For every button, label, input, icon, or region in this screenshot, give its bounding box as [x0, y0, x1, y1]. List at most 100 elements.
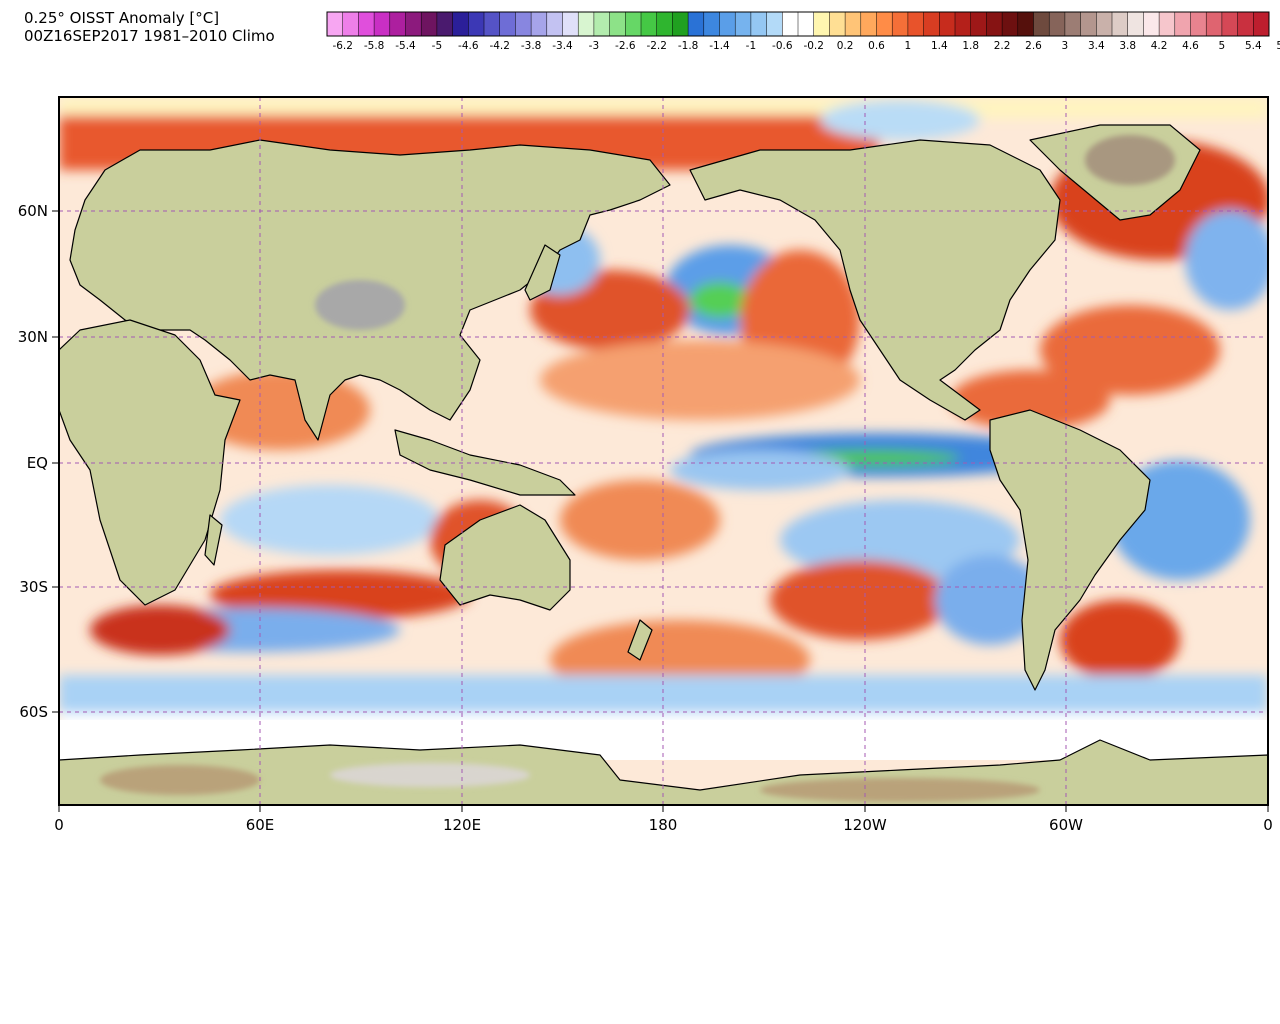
lon-label-120e: 120E — [443, 816, 481, 834]
colorbar-tick-label: -0.6 — [772, 40, 793, 52]
colorbar-tick-label: 5 — [1219, 40, 1226, 52]
colorbar-swatch — [405, 12, 422, 36]
lat-label-60n: 60N — [18, 202, 48, 220]
colorbar-swatch — [860, 12, 877, 36]
colorbar-swatch — [1253, 12, 1270, 36]
colorbar-tick-label: 0.2 — [837, 40, 854, 52]
colorbar-swatch — [342, 12, 359, 36]
colorbar-swatch — [546, 12, 563, 36]
colorbar-tick-label: -5 — [432, 40, 442, 52]
lat-label-eq: EQ — [27, 454, 48, 472]
colorbar-swatch — [358, 12, 375, 36]
colorbar-swatch — [813, 12, 830, 36]
colorbar-swatch — [1112, 12, 1129, 36]
anomaly-map: 60N 30N EQ 30S 60S 0 60E 120E 180 120W 6… — [18, 96, 1273, 834]
colorbar-swatch — [1002, 12, 1019, 36]
colorbar-swatch — [750, 12, 768, 36]
colorbar-swatch — [1096, 12, 1113, 36]
colorbar-swatch — [986, 12, 1003, 36]
colorbar-tick-label: -0.2 — [803, 40, 824, 52]
colorbar-swatch — [892, 12, 909, 36]
colorbar-swatch — [327, 12, 344, 36]
colorbar-tick-label: 4.6 — [1182, 40, 1199, 52]
colorbar-tick-label: -6.2 — [332, 40, 353, 52]
colorbar-tick-label: 2.2 — [994, 40, 1011, 52]
colorbar-swatch — [1127, 12, 1144, 36]
colorbar-swatch — [436, 12, 454, 36]
new-zealand-landmass — [627, 619, 653, 661]
colorbar-swatch — [452, 12, 469, 36]
colorbar-tick-label: 1 — [905, 40, 912, 52]
colorbar-tick-label: 1.8 — [962, 40, 979, 52]
colorbar-swatch — [515, 12, 532, 36]
colorbar-swatch — [593, 12, 611, 36]
colorbar-tick-label: -2.2 — [646, 40, 667, 52]
colorbar-tick-label: 3.4 — [1088, 40, 1105, 52]
colorbar-tick-label: -3.8 — [521, 40, 542, 52]
lon-label-0-right: 0 — [1263, 816, 1273, 834]
colorbar-swatch — [1017, 12, 1034, 36]
lon-label-180: 180 — [649, 816, 678, 834]
colorbar-tick-label: -1.4 — [709, 40, 730, 52]
colorbar-tick-label: -4.2 — [489, 40, 510, 52]
colorbar-swatch — [578, 12, 595, 36]
colorbar-swatch — [1143, 12, 1160, 36]
lat-label-30n: 30N — [18, 328, 48, 346]
colorbar-tick-label: 1.4 — [931, 40, 948, 52]
colorbar-swatch — [703, 12, 720, 36]
colorbar-tick-label: 2.6 — [1025, 40, 1042, 52]
colorbar-swatch — [829, 12, 846, 36]
colorbar-swatch — [688, 12, 705, 36]
colorbar-swatch — [625, 12, 642, 36]
colorbar-tick-label: -2.6 — [615, 40, 636, 52]
colorbar-tick-label: -5.4 — [395, 40, 416, 52]
colorbar-tick-label: -4.6 — [458, 40, 479, 52]
colorbar-swatch — [907, 12, 925, 36]
colorbar-tick-label: 4.2 — [1151, 40, 1168, 52]
colorbar-swatch — [374, 12, 391, 36]
colorbar-tick-label: 5.4 — [1245, 40, 1262, 52]
colorbar-swatch — [672, 12, 689, 36]
colorbar-swatch — [939, 12, 956, 36]
colorbar-swatch — [955, 12, 972, 36]
colorbar-swatch — [609, 12, 626, 36]
colorbar-swatch — [656, 12, 673, 36]
colorbar-swatch — [562, 12, 579, 36]
lon-label-60w: 60W — [1049, 816, 1083, 834]
colorbar-swatch — [1080, 12, 1097, 36]
madagascar-landmass — [204, 514, 223, 566]
colorbar-swatch — [1237, 12, 1254, 36]
title-line-2: 00Z16SEP2017 1981–2010 Climo — [24, 27, 275, 45]
colorbar-swatch — [389, 12, 406, 36]
colorbar-swatch — [641, 12, 658, 36]
colorbar-swatch — [1206, 12, 1223, 36]
colorbar-tick-label: -1.8 — [678, 40, 699, 52]
japan-landmass — [524, 244, 561, 301]
lat-label-60s: 60S — [19, 703, 48, 721]
title-line-1: 0.25° OISST Anomaly [°C] — [24, 9, 220, 27]
colorbar-swatch — [845, 12, 862, 36]
australia-landmass — [439, 504, 571, 611]
terrain-shading — [100, 135, 1175, 802]
lon-label-0-left: 0 — [54, 816, 64, 834]
colorbar-tick-label: 0.6 — [868, 40, 885, 52]
colorbar-swatch — [1049, 12, 1066, 36]
colorbar-tick-label: 5.8 — [1276, 40, 1280, 52]
colorbar-swatch — [1159, 12, 1176, 36]
north-america-landmass — [689, 139, 1061, 421]
colorbar-swatch — [782, 12, 799, 36]
colorbar-swatch — [735, 12, 752, 36]
colorbar-swatch — [876, 12, 893, 36]
colorbar-tick-label: -3.4 — [552, 40, 573, 52]
graticule — [59, 97, 1268, 805]
colorbar-swatch — [1174, 12, 1191, 36]
lon-label-60e: 60E — [246, 816, 275, 834]
south-america-landmass — [989, 409, 1151, 691]
colorbar-swatch — [1221, 12, 1239, 36]
colorbar-tick-label: -5.8 — [364, 40, 385, 52]
colorbar-swatch — [1190, 12, 1207, 36]
colorbar-tick-label: -3 — [589, 40, 599, 52]
colorbar-swatch — [468, 12, 485, 36]
colorbar-tick-label: -1 — [746, 40, 756, 52]
colorbar-swatch — [798, 12, 815, 36]
